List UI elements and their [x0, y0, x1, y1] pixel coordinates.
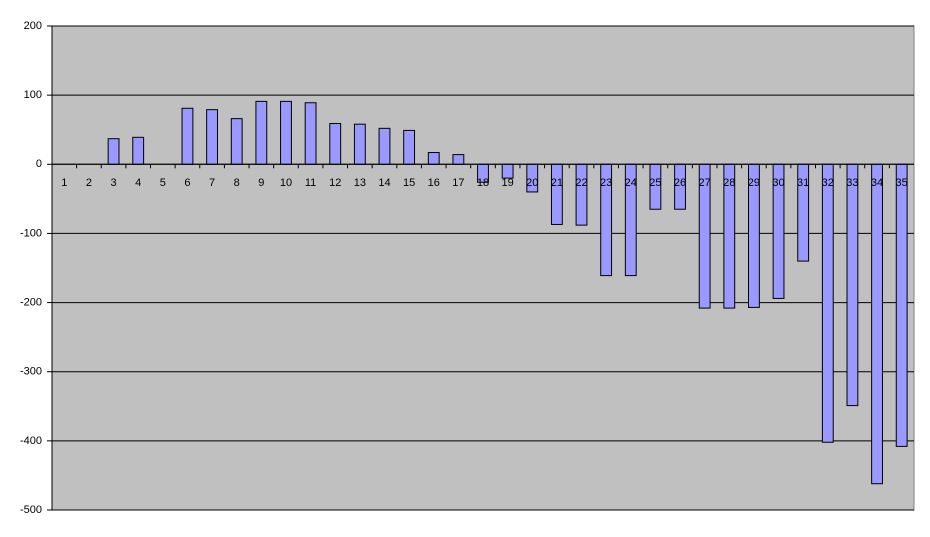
- x-tick-label: 5: [160, 177, 166, 189]
- y-tick-label: 100: [24, 89, 42, 101]
- y-tick-label: -200: [20, 296, 42, 308]
- bar: [871, 163, 883, 485]
- x-tick-label: 18: [477, 177, 489, 189]
- x-tick-label: 12: [329, 177, 341, 189]
- bar: [255, 100, 268, 165]
- bar: [353, 123, 366, 165]
- x-tick-label: 23: [600, 177, 612, 189]
- y-tick-label: -100: [20, 227, 42, 239]
- x-tick-label: 29: [748, 177, 760, 189]
- x-tick-label: 27: [699, 177, 711, 189]
- x-tick-label: 1: [61, 177, 67, 189]
- bar: [329, 122, 342, 165]
- x-tick-label: 4: [135, 177, 141, 189]
- bar: [501, 163, 514, 179]
- x-tick-label: 28: [723, 177, 735, 189]
- x-tick-label: 10: [280, 177, 292, 189]
- bar: [821, 163, 834, 443]
- bar: [846, 163, 859, 407]
- bar: [378, 127, 391, 165]
- bar: [132, 136, 145, 165]
- x-tick-label: 16: [428, 177, 440, 189]
- bar: [230, 118, 243, 165]
- x-tick-label: 7: [209, 177, 215, 189]
- x-tick-label: 25: [649, 177, 661, 189]
- x-tick-label: 30: [772, 177, 784, 189]
- bar: [181, 107, 194, 165]
- plot-area: [51, 25, 915, 511]
- bar: [206, 109, 219, 165]
- x-tick-label: 9: [258, 177, 264, 189]
- x-tick-label: 21: [551, 177, 563, 189]
- x-tick-label: 32: [822, 177, 834, 189]
- bar: [895, 163, 908, 447]
- x-tick-label: 19: [502, 177, 514, 189]
- x-tick-label: 22: [575, 177, 587, 189]
- x-tick-label: 31: [797, 177, 809, 189]
- x-tick-label: 33: [846, 177, 858, 189]
- bar: [427, 152, 440, 165]
- x-tick-label: 17: [452, 177, 464, 189]
- x-tick-label: 8: [234, 177, 240, 189]
- bar: [550, 163, 563, 225]
- x-tick-label: 11: [305, 177, 316, 189]
- x-tick-label: 14: [378, 177, 390, 189]
- x-tick-label: 24: [625, 177, 637, 189]
- bar: [403, 129, 416, 165]
- bar: [304, 102, 317, 165]
- x-tick-label: 13: [354, 177, 366, 189]
- x-tick-label: 20: [526, 177, 538, 189]
- bar: [575, 163, 588, 226]
- x-tick-label: 35: [896, 177, 908, 189]
- x-tick-label: 3: [111, 177, 117, 189]
- y-tick-label: 200: [24, 20, 42, 32]
- y-tick-label: -300: [20, 366, 42, 378]
- x-tick-label: 6: [184, 177, 190, 189]
- bar: [280, 100, 292, 165]
- x-tick-label: 34: [871, 177, 883, 189]
- y-tick-label: -400: [20, 435, 42, 447]
- x-tick-label: 15: [403, 177, 415, 189]
- x-tick-label: 26: [674, 177, 686, 189]
- y-tick-label: -500: [20, 504, 42, 516]
- y-tick-label: 0: [36, 158, 42, 170]
- bar: [107, 138, 120, 165]
- bar: [452, 154, 465, 165]
- x-tick-label: 2: [86, 177, 92, 189]
